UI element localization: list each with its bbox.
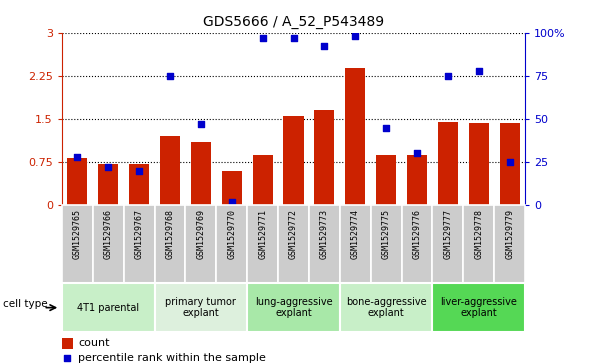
Bar [463,205,494,283]
Bar [191,142,211,205]
Bar [371,205,402,283]
Text: GSM1529778: GSM1529778 [474,209,483,259]
Bar [155,205,185,283]
Bar [160,136,180,205]
Bar [253,155,273,205]
Text: cell type: cell type [3,299,48,309]
Text: count: count [78,338,109,348]
Point [443,73,453,79]
Bar [124,205,155,283]
Text: GSM1529777: GSM1529777 [444,209,453,259]
Point [412,150,422,156]
Text: GSM1529770: GSM1529770 [227,209,236,259]
Text: GSM1529771: GSM1529771 [258,209,267,259]
Bar [217,205,247,283]
Text: GSM1529775: GSM1529775 [382,209,391,259]
Point [382,125,391,130]
Text: GSM1529773: GSM1529773 [320,209,329,259]
Text: GSM1529769: GSM1529769 [196,209,205,259]
Bar [432,283,525,332]
Text: liver-aggressive
explant: liver-aggressive explant [440,297,517,318]
Bar [309,205,340,283]
Bar [67,158,87,205]
Text: GSM1529767: GSM1529767 [135,209,143,259]
Point [227,199,237,205]
Text: GSM1529774: GSM1529774 [351,209,360,259]
Point [135,168,144,174]
Bar [62,338,73,349]
Bar [185,205,217,283]
Point [320,44,329,49]
Point [73,154,82,160]
Bar [98,164,119,205]
Bar [438,122,458,205]
Text: GSM1529772: GSM1529772 [289,209,298,259]
Text: GSM1529768: GSM1529768 [166,209,175,259]
Point [165,73,175,79]
Bar [340,283,432,332]
Text: 4T1 parental: 4T1 parental [77,303,139,313]
Bar [468,123,489,205]
Bar [432,205,463,283]
Point [258,35,267,41]
Bar [500,123,520,205]
Bar [340,205,371,283]
Bar [247,283,340,332]
Point [350,33,360,39]
Text: GSM1529766: GSM1529766 [104,209,113,259]
Bar [62,205,93,283]
Bar [283,116,304,205]
Bar [129,164,149,205]
Bar [278,205,309,283]
Point [505,159,514,165]
Text: primary tumor
explant: primary tumor explant [165,297,237,318]
Bar [62,283,155,332]
Bar [93,205,124,283]
Bar [314,110,335,205]
Point [283,302,292,308]
Point [104,164,113,170]
Text: GSM1529779: GSM1529779 [505,209,514,259]
Bar [494,205,525,283]
Point [474,68,484,74]
Point [196,121,206,127]
Bar [376,155,396,205]
Text: GSM1529776: GSM1529776 [412,209,421,259]
Bar [407,155,427,205]
Title: GDS5666 / A_52_P543489: GDS5666 / A_52_P543489 [203,15,384,29]
Bar [345,68,365,205]
Text: GSM1529765: GSM1529765 [73,209,82,259]
Text: percentile rank within the sample: percentile rank within the sample [78,353,266,363]
Text: bone-aggressive
explant: bone-aggressive explant [346,297,427,318]
Bar [247,205,278,283]
Point [289,35,299,41]
Bar [402,205,432,283]
Bar [222,171,242,205]
Text: lung-aggressive
explant: lung-aggressive explant [255,297,332,318]
Bar [155,283,247,332]
